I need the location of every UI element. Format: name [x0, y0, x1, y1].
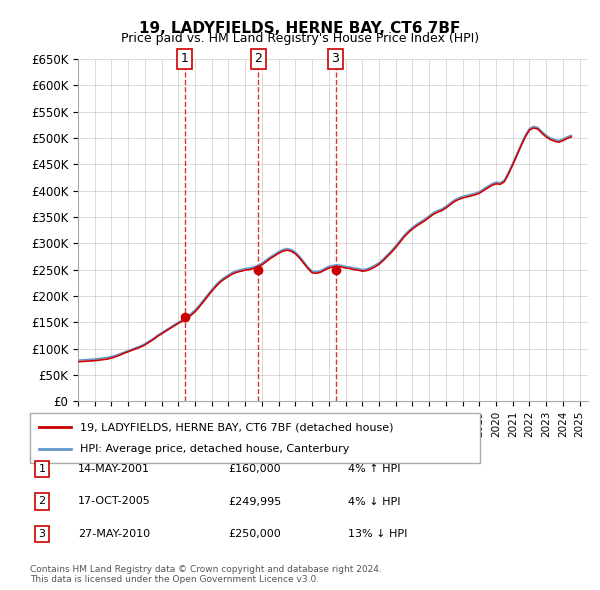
- Text: 13% ↓ HPI: 13% ↓ HPI: [348, 529, 407, 539]
- Text: 1: 1: [181, 53, 188, 65]
- Text: Contains HM Land Registry data © Crown copyright and database right 2024.
This d: Contains HM Land Registry data © Crown c…: [30, 565, 382, 584]
- Text: 19, LADYFIELDS, HERNE BAY, CT6 7BF (detached house): 19, LADYFIELDS, HERNE BAY, CT6 7BF (deta…: [79, 422, 393, 432]
- Text: 17-OCT-2005: 17-OCT-2005: [78, 497, 151, 506]
- Text: £160,000: £160,000: [228, 464, 281, 474]
- Text: £250,000: £250,000: [228, 529, 281, 539]
- Text: 2: 2: [254, 53, 262, 65]
- Text: HPI: Average price, detached house, Canterbury: HPI: Average price, detached house, Cant…: [79, 444, 349, 454]
- Text: 27-MAY-2010: 27-MAY-2010: [78, 529, 150, 539]
- Text: 19, LADYFIELDS, HERNE BAY, CT6 7BF: 19, LADYFIELDS, HERNE BAY, CT6 7BF: [139, 21, 461, 35]
- Text: 4% ↑ HPI: 4% ↑ HPI: [348, 464, 401, 474]
- Text: 1: 1: [38, 464, 46, 474]
- Text: Price paid vs. HM Land Registry's House Price Index (HPI): Price paid vs. HM Land Registry's House …: [121, 32, 479, 45]
- Text: 2: 2: [38, 497, 46, 506]
- FancyBboxPatch shape: [30, 413, 480, 463]
- Text: 4% ↓ HPI: 4% ↓ HPI: [348, 497, 401, 506]
- Text: £249,995: £249,995: [228, 497, 281, 506]
- Text: 3: 3: [38, 529, 46, 539]
- Text: 3: 3: [332, 53, 340, 65]
- Text: 14-MAY-2001: 14-MAY-2001: [78, 464, 150, 474]
